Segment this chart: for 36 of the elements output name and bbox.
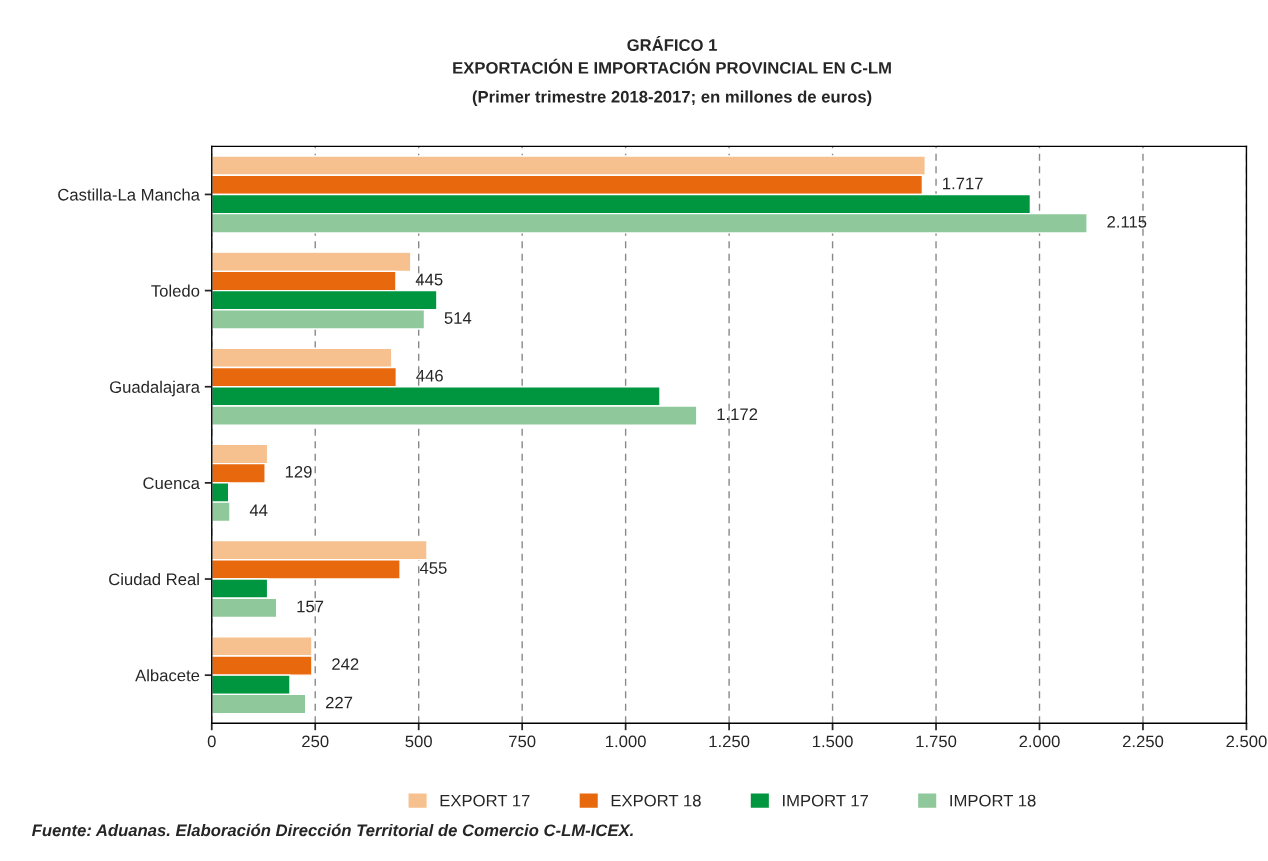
legend-label: IMPORT 18 <box>950 794 1036 807</box>
legend-label: EXPORT 18 <box>611 794 701 807</box>
x-tick-label: 1.500 <box>812 735 853 748</box>
x-tick-label: 1.250 <box>709 735 750 748</box>
data-label: 446 <box>416 369 443 382</box>
x-tick-label: 500 <box>405 735 432 748</box>
legend-label: IMPORT 17 <box>783 794 869 807</box>
x-tick-label: 0 <box>207 735 216 748</box>
data-label: 2.115 <box>1107 215 1147 228</box>
data-label: 514 <box>444 312 472 324</box>
data-label: 227 <box>325 696 353 709</box>
source-note: Fuente: Aduanas. Elaboración Dirección Territorial de Comercio C-LM-ICEX. <box>31 823 633 837</box>
x-tick-label: 1.000 <box>606 735 646 748</box>
y-tick-label: Ciudad Real <box>109 572 199 586</box>
data-label: 1.172 <box>717 408 758 420</box>
legend-label: EXPORT 17 <box>440 794 530 807</box>
data-label: 44 <box>249 504 268 517</box>
data-label: 1.717 <box>943 177 983 190</box>
x-tick-label: 750 <box>509 735 536 748</box>
x-tick-label: 2.500 <box>1226 735 1267 748</box>
y-tick-label: Cuenca <box>143 477 200 490</box>
x-tick-label: 2.000 <box>1019 735 1060 748</box>
chart-subtitle: (Primer trimestre 2018-2017; en millones de euros) <box>472 90 872 106</box>
data-label: 129 <box>285 465 312 478</box>
x-tick-label: 250 <box>302 735 329 748</box>
data-label: 242 <box>332 658 359 670</box>
x-tick-label: 1.750 <box>916 735 957 748</box>
data-label: 157 <box>297 600 324 613</box>
x-tick-label: 2.250 <box>1122 735 1164 748</box>
data-label: 455 <box>419 562 447 574</box>
y-tick-label: Castilla-La Mancha <box>58 188 200 201</box>
chart-title: GRÁFICO 1 EXPORTACIÓN E IMPORTACIÓN PROVINCIAL EN C-LM <box>453 36 891 74</box>
y-tick-label: Guadalajara <box>109 380 200 397</box>
data-label: 445 <box>415 273 443 286</box>
y-tick-label: Albacete <box>135 669 200 682</box>
y-tick-label: Toledo <box>151 284 200 297</box>
